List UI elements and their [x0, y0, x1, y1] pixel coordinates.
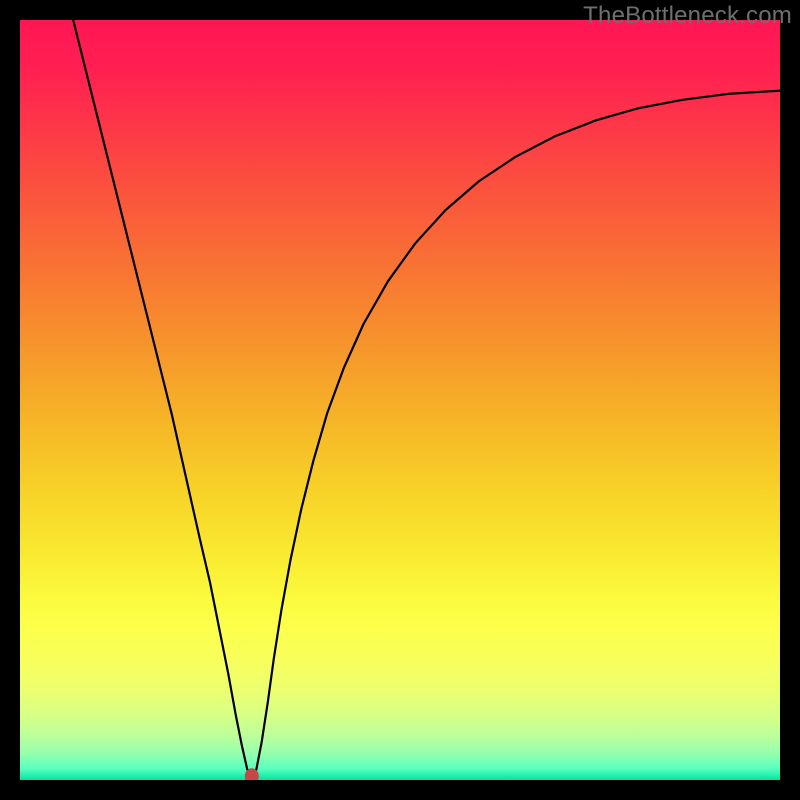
chart-background [20, 20, 780, 780]
chart-container: TheBottleneck.com [0, 0, 800, 800]
watermark-text: TheBottleneck.com [583, 2, 792, 30]
bottleneck-chart [0, 0, 800, 800]
